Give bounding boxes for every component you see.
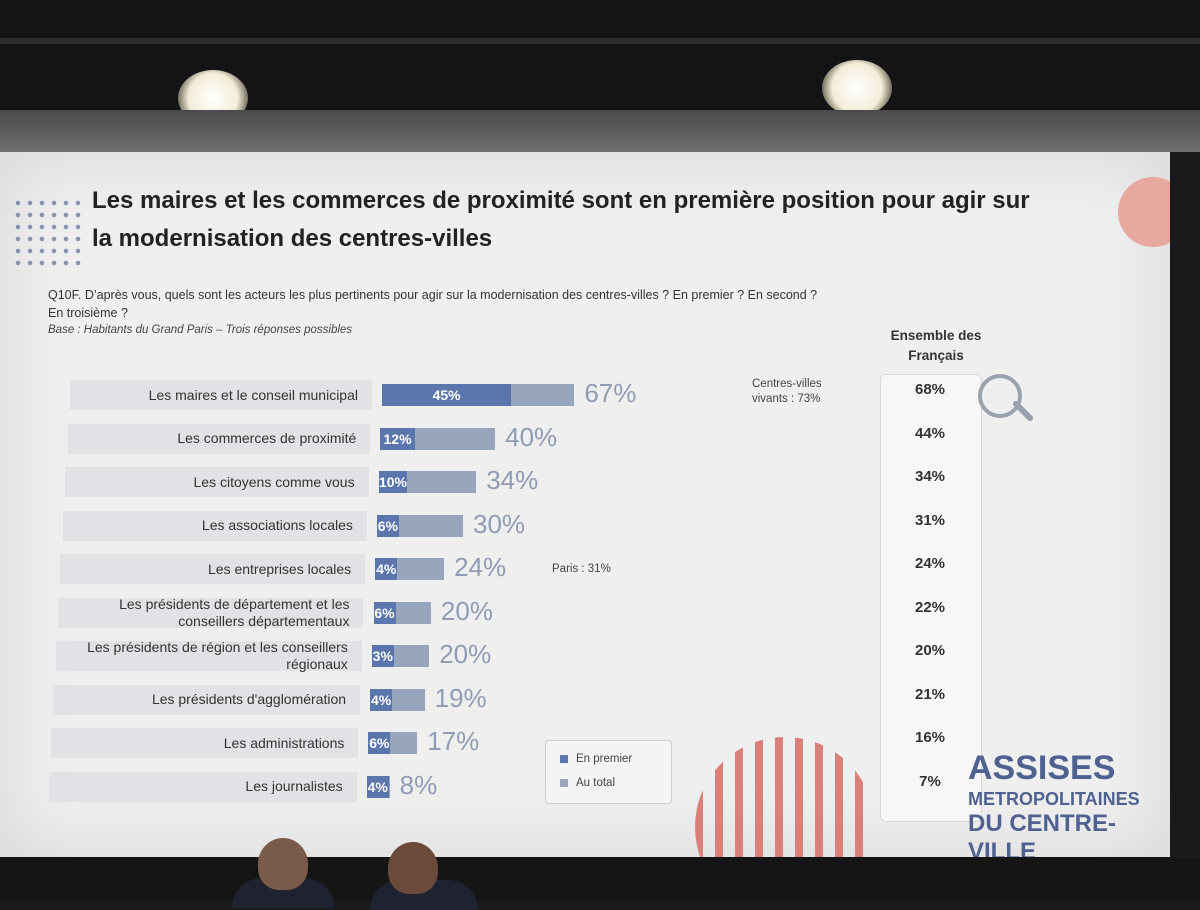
ensemble-value: 20% — [914, 642, 946, 659]
chart-legend: En premier Au total — [545, 740, 672, 804]
bar-first: 12% — [380, 427, 415, 450]
speaker-left-head — [258, 838, 308, 890]
ensemble-value: 44% — [914, 424, 946, 442]
lighting-truss — [0, 38, 1200, 44]
category-label: Les journalistes — [48, 771, 357, 802]
ensemble-value: 21% — [914, 685, 946, 703]
bar-first: 6% — [368, 732, 391, 754]
coral-circle-decoration — [1118, 177, 1170, 247]
ensemble-value: 16% — [914, 729, 946, 746]
spotlight-right — [822, 60, 892, 116]
legend-item-total: Au total — [560, 777, 615, 789]
category-label: Les associations locales — [62, 510, 367, 541]
ensemble-value: 24% — [914, 555, 946, 572]
survey-question: Q10F. D’après vous, quels sont les acteu… — [48, 288, 818, 320]
striped-circle-decoration — [695, 737, 863, 857]
logo-line-2: METROPOLITAINES — [968, 789, 1140, 809]
total-value-label: 20% — [440, 595, 493, 626]
total-value-label: 30% — [473, 508, 526, 539]
logo-line-1: ASSISES — [968, 749, 1116, 787]
category-label: Les présidents de région et les conseill… — [55, 639, 362, 672]
ensemble-value: 34% — [914, 468, 946, 485]
total-value-label: 34% — [486, 465, 539, 495]
stage-floor — [0, 857, 1200, 900]
assises-logo: ASSISES METROPOLITAINES DU CENTRE-VILLE — [968, 748, 1168, 857]
total-value-label: 17% — [427, 726, 480, 756]
total-value-label: 19% — [434, 682, 487, 713]
bar-first: 45% — [382, 384, 512, 406]
projection-screen: Les maires et les commerces de proximité… — [0, 152, 1170, 857]
ensemble-header: Ensemble des Français — [890, 328, 982, 363]
category-label: Les présidents d'agglomération — [53, 684, 361, 715]
legend-label-first: En premier — [576, 753, 633, 765]
note-centres-villes: Centres-villes vivants : 73% — [752, 378, 822, 405]
stage-valance — [0, 110, 1200, 152]
bar-first: 10% — [378, 471, 408, 493]
total-value-label: 67% — [584, 378, 637, 408]
magnifier-icon — [978, 374, 1022, 418]
total-value-label: 40% — [505, 421, 558, 452]
category-label: Les citoyens comme vous — [65, 467, 369, 497]
logo-line-3: DU CENTRE-VILLE — [968, 810, 1116, 857]
category-label: Les entreprises locales — [60, 554, 366, 584]
legend-label-total: Au total — [576, 777, 615, 789]
legend-swatch-total — [560, 779, 568, 787]
legend-swatch-first — [560, 755, 568, 763]
bar-first: 4% — [375, 558, 398, 580]
ensemble-value: 68% — [914, 381, 946, 398]
bar-first: 4% — [366, 775, 389, 798]
legend-item-first: En premier — [560, 753, 632, 765]
total-value-label: 24% — [454, 552, 507, 582]
category-label: Les administrations — [50, 728, 359, 758]
dot-pattern-decoration — [12, 197, 82, 267]
bar-first: 6% — [376, 514, 399, 537]
ensemble-value: 22% — [914, 598, 946, 616]
category-label: Les maires et le conseil municipal — [70, 380, 372, 410]
bar-first: 6% — [373, 601, 396, 624]
speaker-right-head — [388, 842, 438, 894]
total-value-label: 20% — [439, 639, 492, 669]
bar-first: 4% — [370, 688, 393, 711]
category-label: Les présidents de département et les con… — [58, 596, 364, 629]
ensemble-column — [880, 374, 982, 822]
total-value-label: 8% — [399, 769, 438, 800]
note-paris: Paris : 31% — [552, 563, 611, 575]
slide-title: Les maires et les commerces de proximité… — [92, 187, 1030, 252]
category-label: Les commerces de proximité — [67, 423, 371, 454]
ensemble-value: 31% — [914, 511, 946, 529]
survey-base: Base : Habitants du Grand Paris – Trois … — [48, 324, 353, 336]
ensemble-value: 7% — [919, 772, 941, 790]
bar-first: 3% — [371, 645, 394, 667]
